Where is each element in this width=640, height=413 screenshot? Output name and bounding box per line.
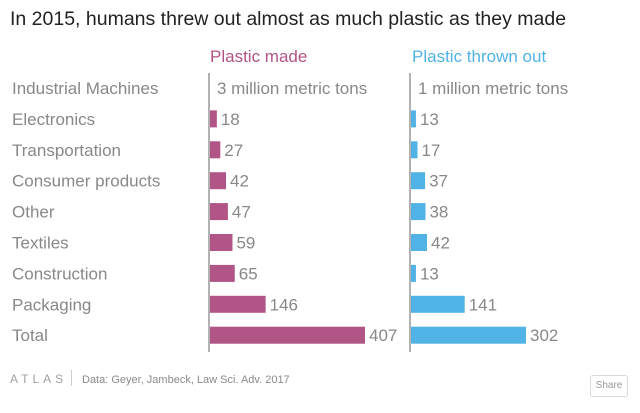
bar-plastic-made-packaging xyxy=(210,295,266,313)
category-label-construction: Construction xyxy=(12,264,107,283)
value-label-plastic-made-transportation: 27 xyxy=(224,141,243,160)
share-button[interactable]: Share xyxy=(590,375,628,397)
bar-plastic-made-transportation xyxy=(210,141,221,159)
category-label-industrial-machines: Industrial Machines xyxy=(12,79,158,98)
bar-plastic-made-electronics xyxy=(210,110,217,128)
bar-plastic-thrown-out-construction xyxy=(411,264,416,282)
bar-plastic-made-construction xyxy=(210,264,235,282)
bar-chart: Plastic made Plastic thrown out Industri… xyxy=(12,47,568,352)
category-label-consumer-products: Consumer products xyxy=(12,172,160,191)
bar-plastic-made-total xyxy=(210,326,365,344)
chart-title: In 2015, humans threw out almost as much… xyxy=(10,8,567,30)
value-label-plastic-made-other: 47 xyxy=(232,203,251,222)
category-label-total: Total xyxy=(12,326,48,345)
value-label-plastic-thrown-out-industrial-machines: 1 million metric tons xyxy=(418,79,568,98)
value-label-plastic-thrown-out-packaging: 141 xyxy=(469,295,497,314)
value-label-plastic-thrown-out-textiles: 42 xyxy=(431,234,450,253)
category-label-packaging: Packaging xyxy=(12,295,91,314)
bar-plastic-made-consumer-products xyxy=(210,172,226,190)
value-label-plastic-thrown-out-total: 302 xyxy=(530,326,558,345)
value-label-plastic-made-packaging: 146 xyxy=(270,295,298,314)
category-label-transportation: Transportation xyxy=(12,141,121,160)
value-label-plastic-made-total: 407 xyxy=(369,326,397,345)
category-label-textiles: Textiles xyxy=(12,234,69,253)
value-label-plastic-made-industrial-machines: 3 million metric tons xyxy=(217,79,367,98)
series-header-plastic-made: Plastic made xyxy=(210,47,307,66)
chart-rows: Industrial Machines 3 million metric tons… xyxy=(12,79,568,345)
source-note: Data: Geyer, Jambeck, Law Sci. Adv. 2017 xyxy=(82,374,290,386)
atlas-logo: ATLAS xyxy=(10,372,68,386)
bar-plastic-thrown-out-consumer-products xyxy=(411,172,426,190)
value-label-plastic-made-consumer-products: 42 xyxy=(230,172,249,191)
series-header-plastic-thrown-out: Plastic thrown out xyxy=(412,47,546,66)
category-label-electronics: Electronics xyxy=(12,110,95,129)
value-label-plastic-thrown-out-consumer-products: 37 xyxy=(429,172,448,191)
bar-plastic-thrown-out-textiles xyxy=(411,234,427,251)
bar-plastic-thrown-out-transportation xyxy=(411,141,418,159)
value-label-plastic-made-construction: 65 xyxy=(239,264,258,283)
value-label-plastic-made-electronics: 18 xyxy=(221,110,240,129)
value-label-plastic-thrown-out-construction: 13 xyxy=(420,264,439,283)
bar-plastic-thrown-out-electronics xyxy=(411,110,416,128)
bar-plastic-made-other xyxy=(210,203,228,221)
bar-plastic-thrown-out-packaging xyxy=(411,295,465,313)
value-label-plastic-thrown-out-transportation: 17 xyxy=(421,141,440,160)
category-label-other: Other xyxy=(12,203,55,222)
value-label-plastic-thrown-out-other: 38 xyxy=(429,203,448,222)
value-label-plastic-thrown-out-electronics: 13 xyxy=(420,110,439,129)
value-label-plastic-made-textiles: 59 xyxy=(236,234,255,253)
bar-plastic-made-textiles xyxy=(210,234,233,251)
bar-plastic-thrown-out-total xyxy=(411,326,527,344)
bar-plastic-thrown-out-other xyxy=(411,203,426,221)
footer-divider xyxy=(71,370,72,386)
